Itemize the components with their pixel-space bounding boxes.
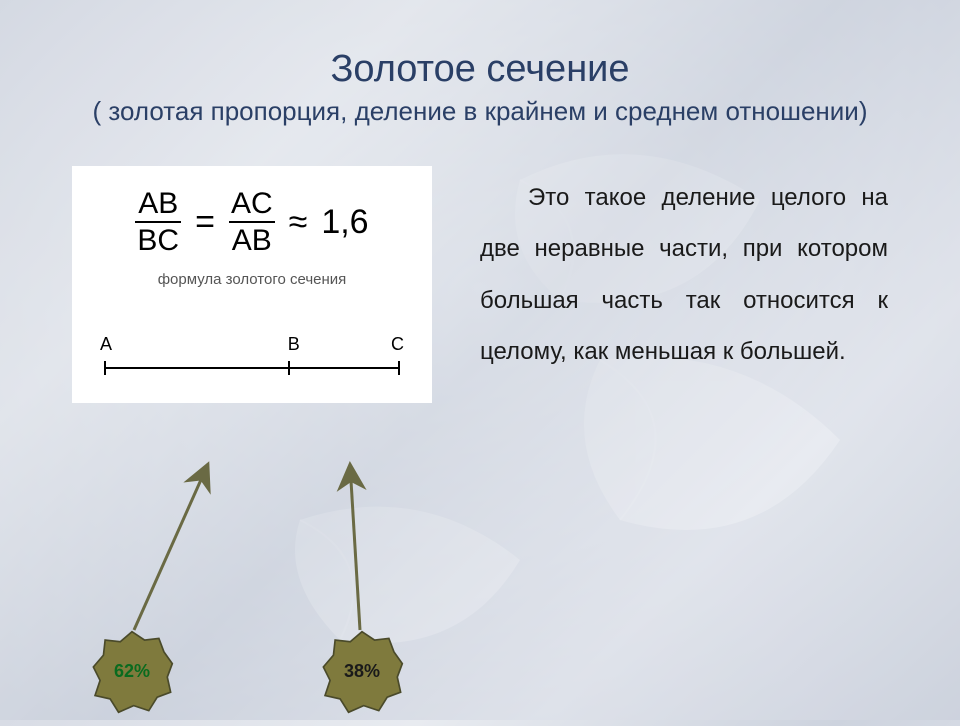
right-column: Это такое деление целого на две неравные…: [480, 166, 888, 403]
left-column: AB BC = AC AB ≈ 1,6 формула золотого сеч…: [72, 166, 452, 403]
fraction-ab-bc: AB BC: [135, 188, 181, 257]
slide-title: Золотое сечение: [72, 48, 888, 91]
fraction-ac-ab: AC AB: [229, 188, 275, 257]
frac1-num: AB: [136, 188, 180, 222]
badge-38: 38%: [320, 630, 404, 714]
badge-38-label: 38%: [344, 661, 380, 682]
point-c-label: C: [391, 334, 404, 355]
frac2-num: AC: [229, 188, 275, 222]
formula-row: AB BC = AC AB ≈ 1,6: [90, 188, 414, 257]
formula-card: AB BC = AC AB ≈ 1,6 формула золотого сеч…: [72, 166, 432, 403]
slide-subtitle: ( золотая пропорция, деление в крайнем и…: [72, 95, 888, 128]
title-block: Золотое сечение ( золотая пропорция, дел…: [72, 48, 888, 128]
tick-a: [104, 361, 106, 375]
frac2-den: AB: [230, 223, 274, 257]
approx-sign: ≈: [289, 203, 308, 242]
badge-62: 62%: [90, 630, 174, 714]
tick-c: [398, 361, 400, 375]
badge-62-label: 62%: [114, 661, 150, 682]
approx-value: 1,6: [321, 203, 368, 242]
tick-b: [288, 361, 290, 375]
point-b-label: B: [288, 334, 300, 355]
segment-line: [104, 367, 400, 369]
equals-sign: =: [195, 203, 215, 242]
point-a-label: A: [100, 334, 112, 355]
segment-diagram: A B C: [90, 334, 414, 387]
frac1-den: BC: [135, 223, 181, 257]
arrow-to-ab: [122, 454, 242, 634]
formula-caption: формула золотого сечения: [90, 271, 414, 288]
body-paragraph: Это такое деление целого на две неравные…: [480, 172, 888, 378]
arrow-to-bc: [332, 454, 412, 634]
